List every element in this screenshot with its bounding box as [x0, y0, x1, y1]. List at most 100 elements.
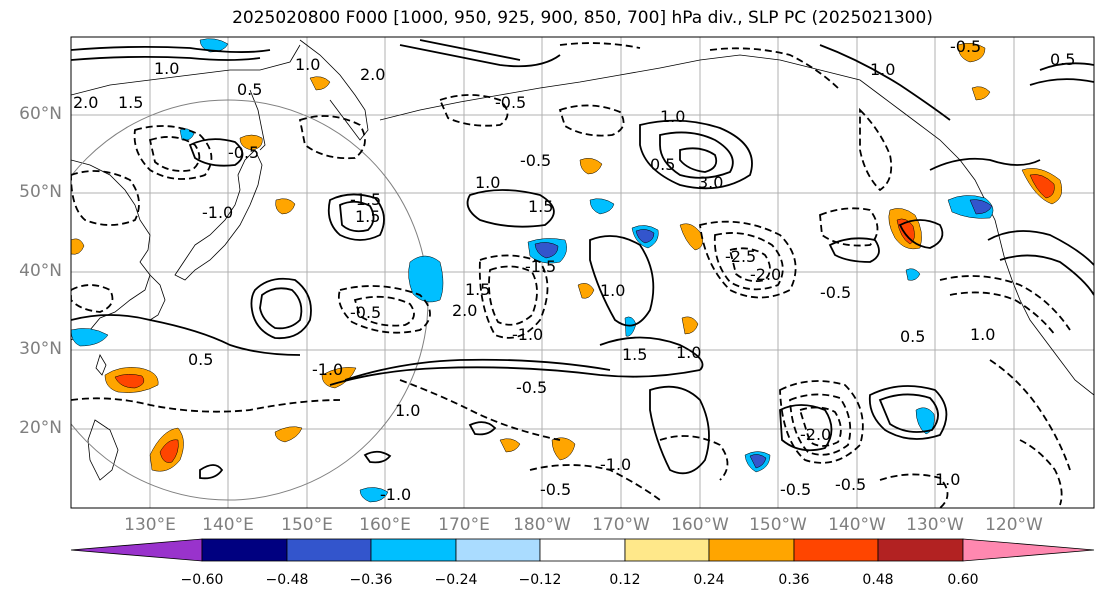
contour-label: -2.0 — [800, 425, 831, 444]
patch-orange-9 — [577, 283, 595, 299]
patch-orange-10 — [681, 316, 699, 335]
contour-label: 0.5 — [650, 155, 675, 174]
colorbar — [70, 538, 1095, 562]
contour-label: 0.5 — [237, 80, 262, 99]
colorbar-bin-8 — [793, 538, 879, 562]
patch-red-4 — [1029, 174, 1055, 199]
patch-orange-16 — [499, 438, 521, 453]
contour-label: -0.5 — [835, 475, 866, 494]
lat-label: 60°N — [19, 104, 62, 124]
contour-label: -2.5 — [725, 247, 756, 266]
colorbar-bin-1 — [201, 538, 288, 562]
graticule — [71, 37, 1094, 508]
patch-cyan-7 — [199, 38, 229, 53]
contour-label: 1.5 — [622, 345, 647, 364]
contour-label: 3.0 — [698, 173, 723, 192]
contour-label: -0.5 — [495, 93, 526, 112]
colorbar-tick-label: 0.12 — [609, 572, 641, 588]
patch-cyan-11 — [915, 407, 935, 435]
colorbar-bin-10 — [962, 538, 1095, 562]
contour-label: -0.5 — [950, 37, 981, 56]
contour-label: 0.5 — [900, 327, 925, 346]
contour-label: -1.0 — [202, 203, 233, 222]
lon-label: 170°E — [438, 515, 490, 535]
contour-label: -1.0 — [380, 485, 411, 504]
contour-label: 1.0 — [600, 281, 625, 300]
lon-label: 160°E — [359, 515, 411, 535]
patch-red-2 — [159, 439, 179, 463]
lat-label: 30°N — [19, 339, 62, 359]
colorbar-bin-6 — [624, 538, 710, 562]
lon-label: 170°W — [592, 515, 650, 535]
contour-label: 1.0 — [970, 325, 995, 344]
colorbar-bin-3 — [370, 538, 457, 562]
contour-label: -0.5 — [520, 151, 551, 170]
contour-label: 1.5 — [465, 280, 490, 299]
lon-label: 120°W — [985, 515, 1043, 535]
patch-orange-7 — [679, 223, 703, 251]
contours-negative — [71, 42, 1071, 508]
patch-blue-5 — [749, 454, 767, 469]
colorbar-bin-0 — [70, 538, 203, 562]
coast-japan — [174, 149, 263, 281]
coast-taiwan — [95, 354, 107, 376]
coast-okhotsk — [71, 44, 301, 96]
plot-frame — [70, 36, 1095, 509]
contour-label: 1.5 — [355, 207, 380, 226]
patch-orange-13 — [957, 42, 986, 63]
patch-cyan-13 — [905, 268, 921, 281]
colorbar-tick-label: 0.48 — [862, 572, 894, 588]
lon-label: 150°E — [281, 515, 333, 535]
contour-label: 0.5 — [1050, 50, 1075, 69]
colorbar-bin-4 — [455, 538, 541, 562]
colorbar-tick-label: −0.24 — [434, 572, 478, 588]
colorbar-tick-label: −0.60 — [180, 572, 224, 588]
colorbar-tick-label: 0.36 — [778, 572, 810, 588]
contour-label: -1.5 — [350, 190, 381, 209]
contour-label: -1.0 — [600, 455, 631, 474]
contour-label: -0.5 — [228, 143, 259, 162]
contour-label: -0.5 — [780, 480, 811, 499]
contour-label: -0.5 — [540, 480, 571, 499]
contours-positive — [71, 39, 1094, 480]
contour-label: -0.5 — [516, 378, 547, 397]
lat-label: 20°N — [19, 418, 62, 438]
contour-label: 1.0 — [475, 173, 500, 192]
contour-label: 2.0 — [360, 65, 385, 84]
patch-orange-4 — [275, 198, 296, 215]
contour-label: 1.0 — [295, 55, 320, 74]
patch-orange-15 — [551, 437, 576, 461]
contour-label: 2.0 — [452, 301, 477, 320]
patch-cyan-12 — [359, 487, 389, 503]
patch-cyan-1 — [408, 255, 444, 303]
lat-label: 40°N — [19, 261, 62, 281]
colorbar-bin-5 — [539, 538, 626, 562]
patch-blue-3 — [635, 229, 655, 244]
patch-orange-3 — [239, 134, 263, 151]
colorbar-tick-label: −0.36 — [349, 572, 393, 588]
contour-label: 1.0 — [676, 343, 701, 362]
contour-labels: 1.5 2.0 1.0 0.5 -0.5 -1.0 -1.5 2.0 1.0 1… — [73, 37, 1075, 504]
lon-label: 160°W — [671, 515, 729, 535]
contour-label: -2.0 — [750, 265, 781, 284]
contour-label: 1.0 — [935, 470, 960, 489]
patch-orange-14 — [971, 86, 991, 101]
contour-label: -1.0 — [512, 325, 543, 344]
patch-orange-8 — [579, 157, 603, 175]
contour-label: -0.5 — [350, 303, 381, 322]
patch-orange-6 — [274, 426, 303, 443]
patch-cyan-4 — [589, 198, 615, 215]
map-title: 2025020800 F000 [1000, 950, 925, 900, 85… — [232, 8, 933, 28]
colorbar-bin-7 — [708, 538, 795, 562]
lon-label: 130°E — [124, 515, 176, 535]
contour-label: 1.0 — [154, 59, 179, 78]
coast-na-west — [984, 199, 1094, 396]
coast-aleutians — [379, 67, 661, 121]
colorbar-tick-label: 0.24 — [693, 572, 725, 588]
lon-label: 130°W — [906, 515, 964, 535]
contour-label: -1.5 — [525, 257, 556, 276]
patch-blue-4 — [969, 199, 993, 215]
patch-cyan-9 — [71, 328, 109, 347]
patch-orange-17 — [309, 76, 331, 91]
